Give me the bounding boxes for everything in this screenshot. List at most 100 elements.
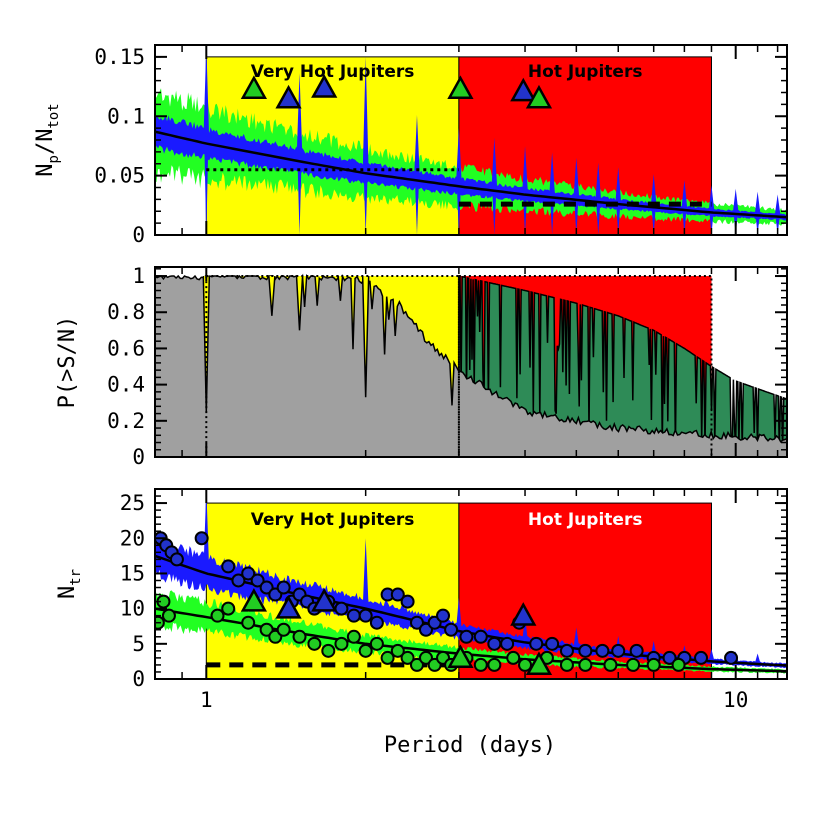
top-band-label: Very Hot Jupiters (251, 62, 415, 82)
bot-green-point (626, 657, 641, 672)
bot-green-point (487, 657, 502, 672)
bot-blue-point (334, 601, 349, 616)
bot-blue-point (487, 636, 502, 651)
top-planet-triangle (525, 84, 553, 109)
bot-resonance-spike (522, 616, 529, 643)
mid-ytick-label: 1 (132, 264, 145, 288)
panel-middle-prob-snr: 0 0.2 0.4 0.6 0.8 1 (107, 264, 788, 469)
y-title-top-mid: /N (33, 129, 58, 156)
top-resonance-spike (650, 174, 657, 208)
bot-green-point (390, 643, 405, 658)
bot-green-point (506, 650, 521, 665)
top-resonance-spike (774, 194, 781, 217)
top-resonance-dip (363, 173, 368, 235)
bot-ytick-label: 0 (132, 667, 145, 691)
bot-blue-point (694, 650, 709, 665)
bot-xtick-label: 10 (723, 688, 748, 712)
top-resonance-spike (732, 188, 739, 214)
bot-green-point (358, 643, 373, 658)
bot-blue-point (409, 615, 424, 630)
bot-planet-triangle (510, 602, 537, 626)
bot-blue-point (358, 608, 373, 623)
bot-plot-area (155, 489, 787, 679)
top-resonance-spike (681, 180, 688, 211)
bot-blue-point (169, 552, 184, 567)
mid-ytick-label: 0.6 (107, 336, 145, 360)
bot-blue-point (221, 559, 236, 574)
top-resonance-spike (455, 127, 462, 187)
top-resonance-spike (522, 146, 529, 195)
bot-green-point (578, 657, 593, 672)
bot-resonance-spike (362, 538, 369, 609)
bot-green-point (671, 657, 686, 672)
bot-green-point (292, 629, 307, 644)
mid-ytick-label: 0.2 (107, 409, 145, 433)
top-resonance-spike (362, 56, 369, 174)
top-resonance-dip (616, 204, 621, 235)
bot-blue-point (194, 531, 209, 546)
top-band-label: Hot Jupiters (528, 62, 643, 82)
panel-bottom-ntr: Very Hot Jupiters Hot Jupiters 0 5 10 15 20 25 1… (120, 488, 788, 712)
top-ytick-label: 0.05 (94, 164, 145, 188)
y-axis-title-bottom: Ntr (55, 569, 84, 599)
top-ytick-label: 0.1 (107, 104, 145, 128)
bot-green-point (369, 636, 384, 651)
y-axis-title-middle: P(>S/N) (55, 316, 80, 409)
y-title-bottom-sub: tr (68, 569, 84, 586)
bot-green-point (409, 657, 424, 672)
top-resonance-spike (754, 191, 761, 216)
bot-planet-triangle (525, 651, 553, 675)
bot-ytick-label: 5 (132, 632, 145, 656)
top-ytick-label: 0 (132, 223, 145, 247)
mid-grey-area (155, 273, 787, 457)
bot-green-point (400, 650, 415, 665)
top-resonance-dip (204, 143, 209, 235)
bot-green-point (559, 657, 574, 672)
top-resonance-dip (297, 161, 302, 235)
y-title-top-main: N (33, 163, 58, 176)
bot-green-point (161, 608, 176, 623)
mid-resonance-dip (295, 276, 304, 331)
svg-text:Np/Ntot: Np/Ntot (33, 103, 62, 176)
top-resonance-dip (755, 215, 760, 235)
bot-blue-point (724, 650, 739, 665)
bot-green-point (334, 636, 349, 651)
bot-blue-point (595, 643, 610, 658)
bot-ytick-label: 15 (120, 561, 145, 585)
bot-green-point (473, 657, 488, 672)
x-axis-title: Period (days) (384, 733, 556, 758)
mid-frame (154, 266, 788, 458)
bot-resonance-spike (754, 653, 761, 664)
top-planet-triangle (510, 77, 537, 102)
top-planet-triangle (240, 75, 268, 99)
top-ytick-label: 0.15 (94, 45, 145, 69)
mid-plot-area (155, 273, 787, 457)
bot-green-point (210, 608, 225, 623)
svg-text:Ntr: Ntr (55, 569, 84, 599)
bot-band-label: Very Hot Jupiters (251, 510, 415, 530)
top-resonance-dip (492, 190, 497, 235)
bot-planet-triangle (240, 588, 268, 612)
top-planet-triangle (447, 75, 474, 99)
bot-green-point (307, 636, 322, 651)
bot-green-point (603, 657, 618, 672)
bot-resonance-spike (708, 649, 715, 662)
top-model-curve (155, 130, 787, 219)
mid-resonance-dip (361, 276, 370, 398)
bot-blue-point (629, 643, 644, 658)
bot-blue-point (662, 650, 677, 665)
y-title-top-sub2: tot (46, 103, 62, 128)
top-resonance-dip (574, 199, 579, 235)
bot-blue-point (241, 566, 256, 581)
bot-blue-point (611, 643, 626, 658)
bot-green-point (276, 622, 291, 637)
top-resonance-dip (596, 202, 601, 235)
top-resonance-dip (651, 207, 656, 235)
top-resonance-spike (413, 114, 420, 181)
bot-blue-point (231, 573, 246, 588)
bot-xtick-label: 1 (200, 688, 213, 712)
bot-green-point (221, 601, 236, 616)
bot-green-point (321, 643, 336, 658)
bot-blue-point (346, 608, 361, 623)
